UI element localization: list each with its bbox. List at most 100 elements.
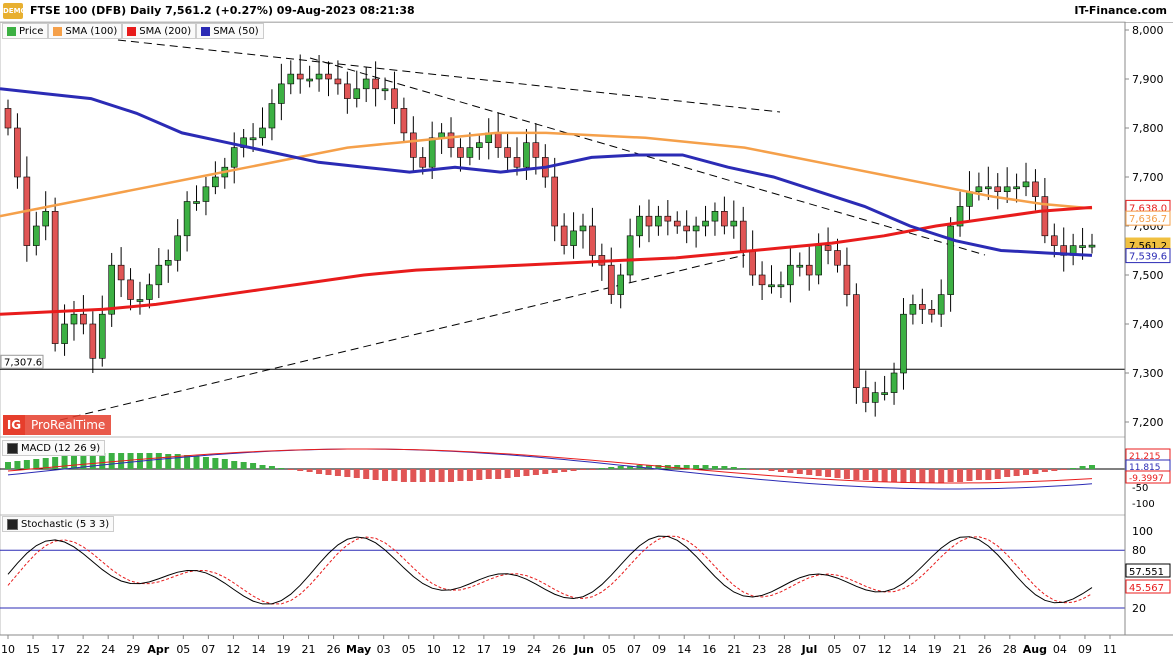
macd-histogram-bar [344,469,351,477]
macd-histogram-bar [843,469,850,479]
x-tick-label: 26 [327,643,341,656]
macd-histogram-bar [127,453,134,469]
candle [928,308,936,315]
macd-histogram-bar [108,453,115,469]
macd-histogram-bar [645,465,652,469]
stochastic-tick-label: 80 [1132,544,1146,557]
candle [278,83,285,104]
macd-histogram-bar [787,469,794,473]
macd-histogram-bar [957,469,964,482]
candle [70,313,78,325]
candle [721,211,728,227]
x-tick-label: 26 [552,643,566,656]
candle [956,206,964,227]
macd-histogram-bar [796,469,803,474]
candle [824,245,832,251]
candle [711,211,719,222]
macd-histogram-bar [363,469,370,479]
x-tick-label: Apr [147,643,169,656]
x-tick-label: Jun [573,643,594,656]
x-tick-label: 21 [953,643,967,656]
candle [155,264,163,286]
legend-sma100[interactable]: SMA (100) [48,23,123,39]
legend-sma50[interactable]: SMA (50) [196,23,264,39]
support-label-box [0,354,44,369]
macd-histogram-bar [268,466,275,469]
macd-histogram-bar [70,455,77,469]
macd-histogram-bar [1004,469,1011,477]
macd-histogram-bar [1023,469,1030,475]
sma100-swatch-icon [53,26,63,36]
candle [1041,196,1049,237]
x-tick-label: 04 [1053,643,1067,656]
candle [296,73,304,80]
x-tick-label: 21 [727,643,741,656]
macd-histogram-bar [730,467,737,469]
candle [230,147,238,168]
macd-histogram-bar [570,469,577,471]
legend-sma200[interactable]: SMA (200) [122,23,197,39]
macd-histogram-bar [1070,468,1077,469]
sma200-line [0,205,1093,316]
macd-histogram-bar [231,461,238,469]
candle [89,323,97,359]
macd-histogram-bar [777,469,784,472]
macd-histogram-bar [52,457,59,469]
x-tick-label: Aug [1023,643,1047,656]
x-tick-label: 26 [978,643,992,656]
candle [259,127,266,139]
candle [202,186,210,202]
macd-histogram-bar [514,469,521,477]
price-value-label: 7,636.7 [1129,214,1167,225]
prorealtime-watermark: IG ProRealTime [3,415,112,435]
candle [14,127,21,178]
macd-legend[interactable]: MACD (12 26 9) [2,440,106,456]
price-value-box [1125,248,1171,264]
macd-histogram-bar [598,468,605,469]
macd-histogram-bar [711,466,718,469]
price-tick-label: 7,900 [1132,73,1164,86]
x-tick-label: 15 [26,643,40,656]
macd-histogram-bar [316,469,323,474]
candle [607,264,615,295]
stochastic-legend[interactable]: Stochastic (5 3 3) [2,516,115,532]
macd-histogram-bar [419,469,426,482]
macd-histogram-bar [608,467,615,469]
macd-signal-line [7,448,1093,484]
candle [513,157,521,168]
macd-histogram-bar [410,469,417,482]
macd-histogram-bar [174,454,181,469]
x-tick-label: 14 [251,643,265,656]
x-tick-label: 28 [1003,643,1017,656]
stochastic-tick-label: 100 [1132,525,1153,538]
x-tick-label: 23 [752,643,766,656]
x-tick-label: 24 [527,643,541,656]
macd-histogram-bar [391,469,398,481]
candle [692,225,700,232]
macd-histogram-bar [221,459,228,469]
x-tick-label: 09 [1078,643,1092,656]
legend-price[interactable]: Price [2,23,49,39]
macd-histogram-bar [495,469,502,479]
candle [108,264,115,315]
macd-histogram-bar [297,469,304,471]
price-tick-label: 7,200 [1132,416,1164,429]
macd-histogram-bar [966,469,973,481]
candle [4,108,12,129]
candle [862,387,870,403]
candle [787,264,794,286]
price-legend: Price SMA (100) SMA (200) SMA (50) [2,23,264,39]
macd-histogram-bar [579,469,586,470]
macd-histogram-bar [240,462,247,469]
x-tick-label: 05 [602,643,616,656]
candle [466,147,474,158]
price-value-label: 7,561.2 [1129,241,1167,252]
macd-histogram-bar [862,469,869,480]
sma100-line [0,131,1093,218]
x-tick-label: May [346,643,371,656]
candle [391,88,398,109]
candle [570,230,577,246]
stochastic-d-line [7,535,1093,605]
candle [777,284,785,288]
